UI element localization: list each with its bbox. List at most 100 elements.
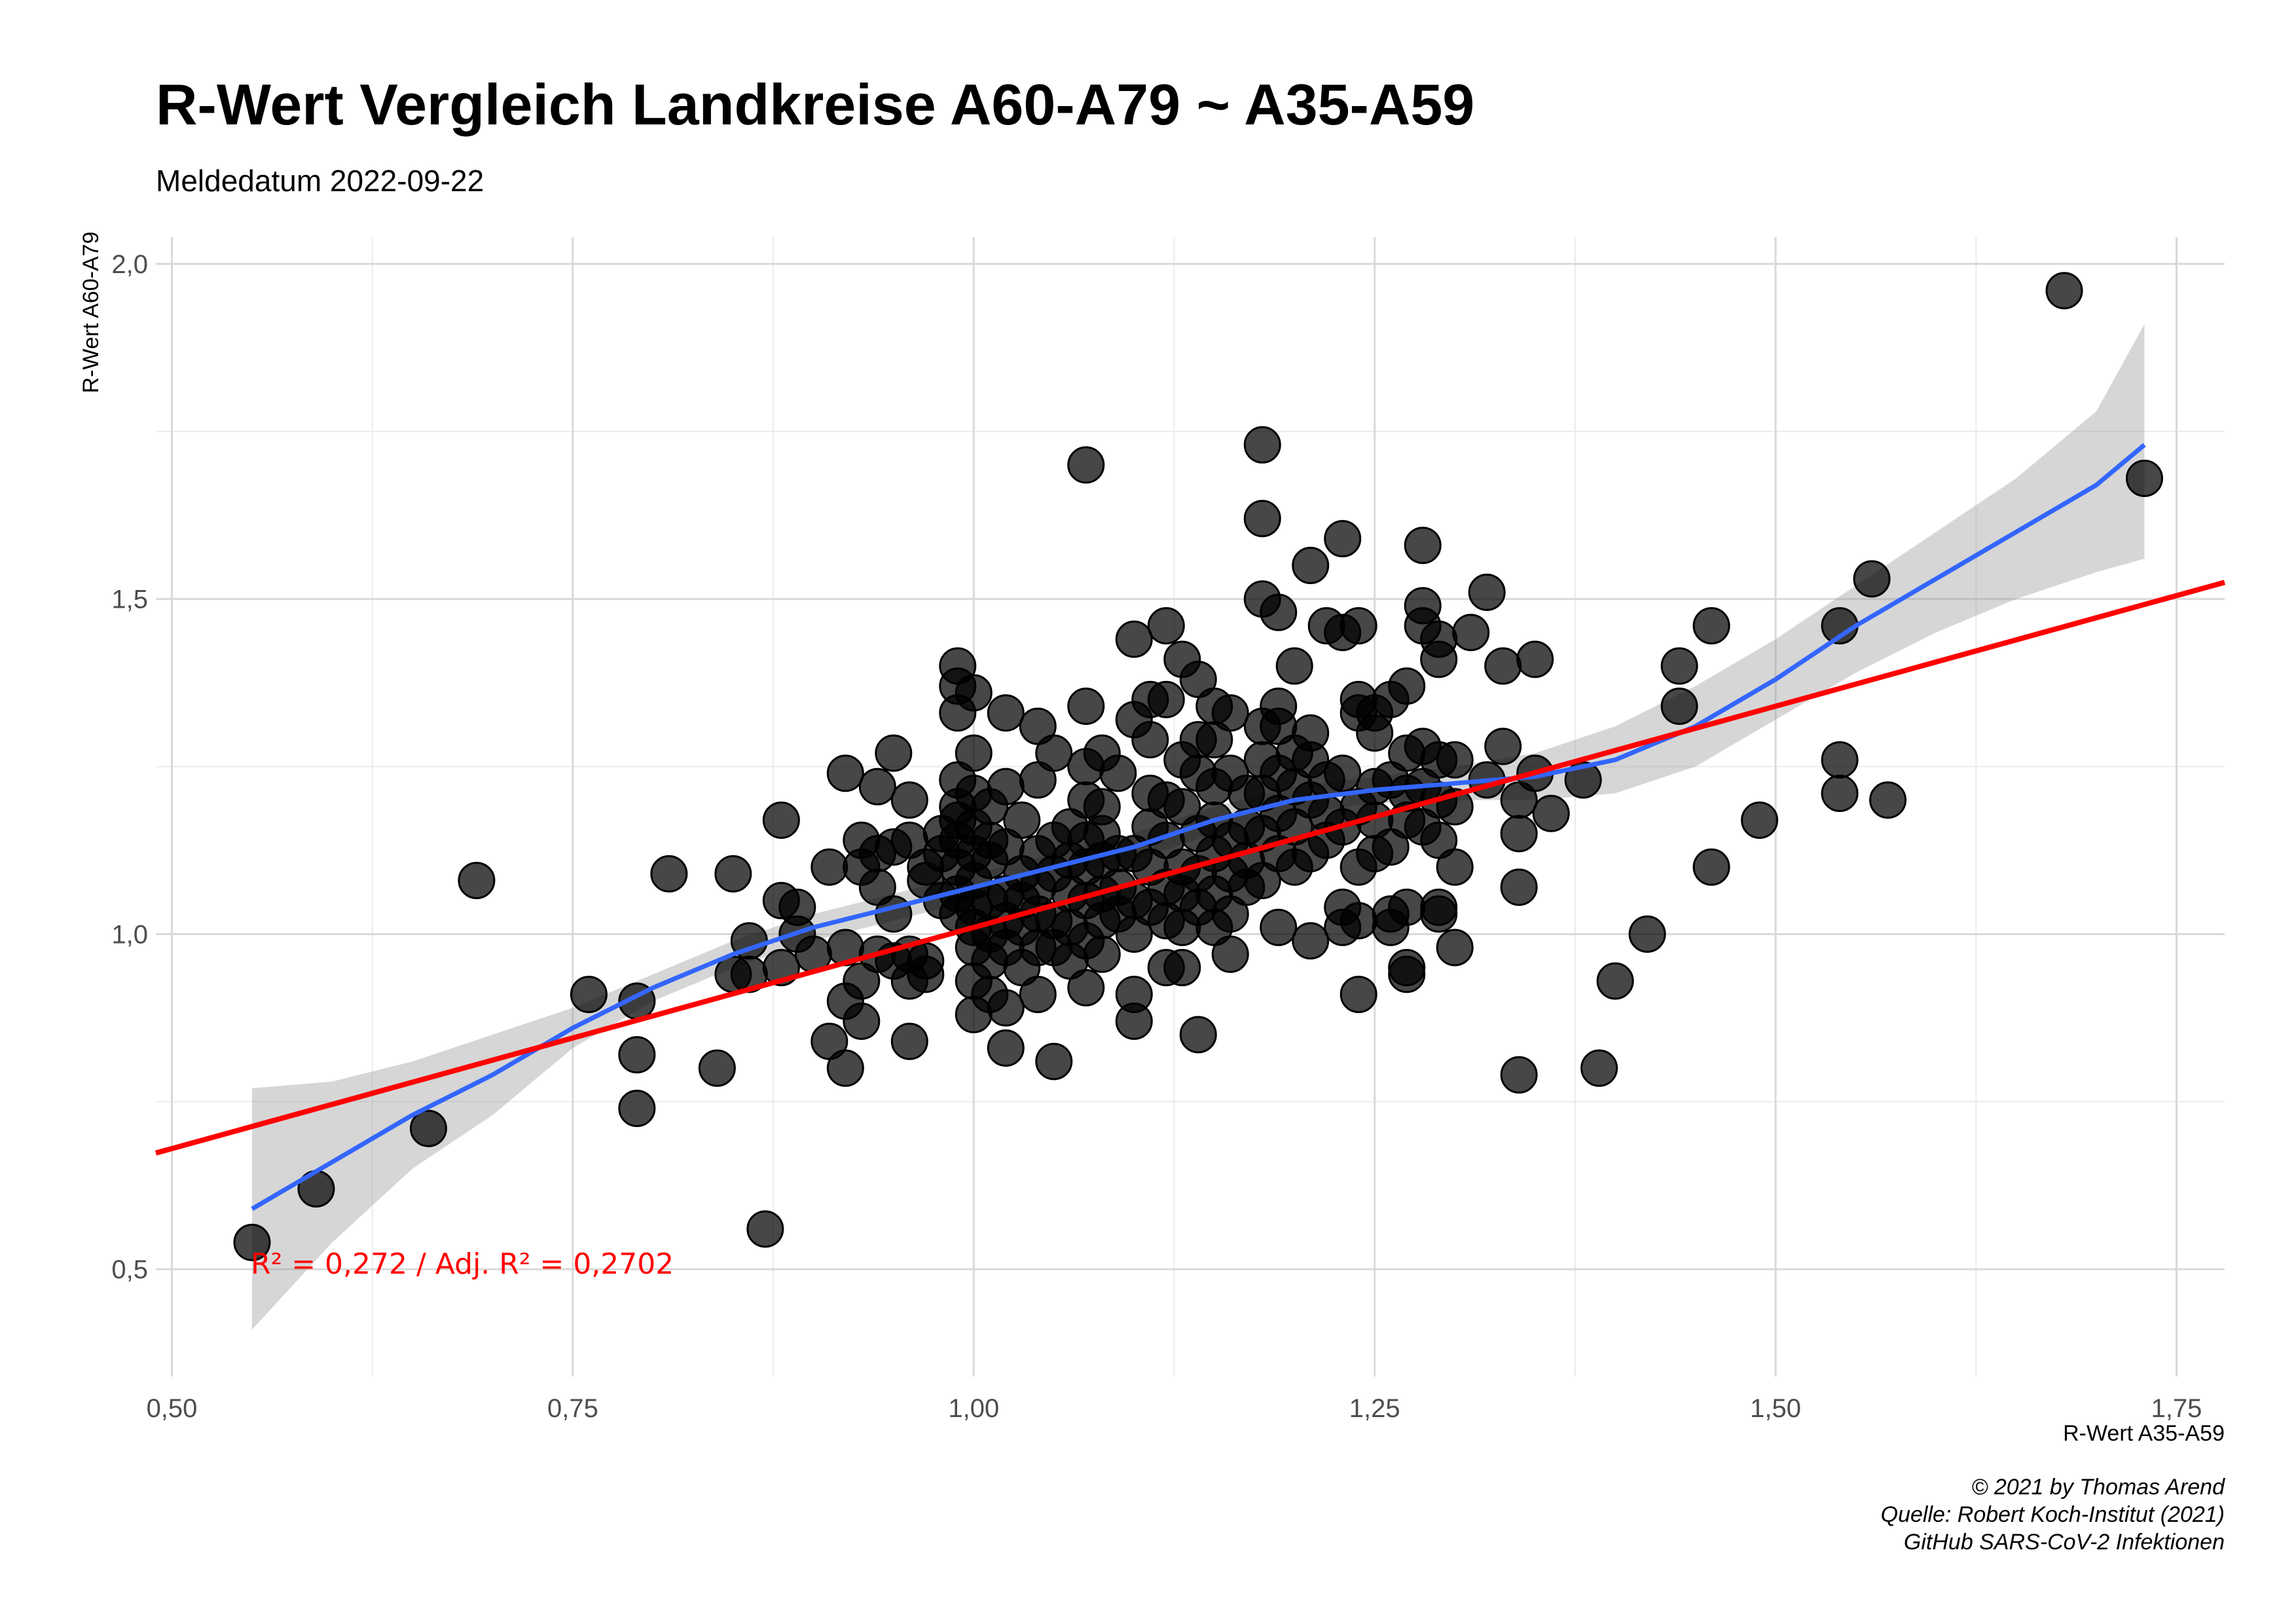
data-point — [1468, 573, 1506, 611]
data-point — [618, 1090, 656, 1128]
data-point — [1339, 902, 1377, 940]
data-point — [1692, 607, 1730, 645]
data-point — [1484, 647, 1522, 685]
r-squared-annotation: R² = 0,272 / Adj. R² = 0,2702 — [251, 1247, 674, 1281]
caption-copyright: © 2021 by Thomas Arend — [1971, 1475, 2225, 1500]
data-point — [1853, 560, 1891, 598]
data-point — [1019, 976, 1057, 1014]
data-point — [890, 781, 928, 819]
data-point — [1596, 962, 1634, 1000]
data-point — [2045, 272, 2083, 310]
data-point — [1436, 848, 1474, 886]
data-point — [1115, 620, 1153, 658]
data-point — [1500, 1056, 1538, 1094]
data-point — [907, 955, 945, 993]
caption-github: GitHub SARS-CoV-2 Infektionen — [1904, 1530, 2225, 1555]
data-point — [1484, 728, 1522, 766]
data-point — [458, 862, 496, 900]
data-point — [1067, 446, 1105, 484]
data-point — [1083, 935, 1121, 973]
data-point — [1275, 647, 1313, 685]
data-point — [762, 801, 800, 839]
data-point — [1147, 680, 1185, 718]
data-point — [1211, 935, 1249, 973]
data-point — [987, 767, 1025, 805]
data-point — [1821, 775, 1859, 813]
data-point — [1692, 848, 1730, 886]
data-point — [1099, 754, 1137, 792]
data-point — [843, 1003, 881, 1041]
data-point — [1741, 801, 1779, 839]
data-point — [698, 1049, 736, 1087]
data-point — [1035, 734, 1073, 772]
data-point — [811, 848, 848, 886]
data-point — [955, 734, 993, 772]
data-point — [1500, 815, 1538, 853]
y-tick-label: 1,0 — [111, 920, 148, 949]
data-point — [1404, 526, 1442, 564]
data-point — [570, 976, 608, 1014]
data-point — [1628, 915, 1666, 953]
data-point — [1067, 969, 1105, 1006]
data-point — [1179, 1016, 1217, 1054]
data-point — [1243, 426, 1281, 464]
data-point — [890, 1022, 928, 1060]
x-tick-label: 0,75 — [547, 1394, 598, 1423]
data-point — [618, 1036, 656, 1074]
data-point — [1436, 929, 1474, 967]
data-point — [409, 1109, 447, 1147]
data-point — [1388, 889, 1426, 927]
data-point — [1115, 1003, 1153, 1041]
data-point — [858, 767, 896, 805]
smooth-line — [251, 443, 2146, 1211]
data-point — [1339, 607, 1377, 645]
data-point — [1356, 714, 1394, 752]
data-point — [1324, 754, 1362, 792]
data-point — [1292, 922, 1330, 960]
data-point — [1131, 721, 1169, 759]
data-point — [650, 855, 688, 893]
chart-title: R-Wert Vergleich Landkreise A60-A79 ~ A3… — [156, 72, 1474, 137]
data-point — [1869, 781, 1907, 819]
y-axis-label: R-Wert A60-A79 — [79, 232, 103, 394]
chart-subtitle: Meldedatum 2022-09-22 — [156, 164, 484, 198]
x-axis-label: R-Wert A35-A59 — [2063, 1421, 2225, 1446]
x-tick-label: 0,50 — [147, 1394, 198, 1423]
x-tick-label: 1,75 — [2151, 1394, 2202, 1423]
data-point — [875, 895, 913, 933]
data-point — [1163, 949, 1201, 987]
data-point — [1532, 794, 1570, 832]
data-point — [1067, 687, 1105, 725]
x-tick-label: 1,25 — [1349, 1394, 1400, 1423]
data-point — [1500, 868, 1538, 906]
data-point — [1260, 908, 1298, 946]
data-point — [1436, 741, 1474, 779]
data-point — [746, 1210, 784, 1248]
data-point — [826, 1049, 864, 1087]
regression-line-layer — [155, 580, 2226, 1156]
y-tick-label: 0,5 — [111, 1255, 148, 1284]
data-point — [714, 855, 752, 893]
data-point — [1292, 547, 1330, 585]
data-point — [1324, 520, 1362, 558]
data-point — [955, 674, 993, 712]
data-point — [1452, 614, 1490, 652]
data-point — [233, 1223, 271, 1261]
data-point — [1260, 593, 1298, 631]
data-point — [1243, 500, 1281, 538]
y-tick-label: 2,0 — [111, 250, 148, 279]
data-point — [1211, 694, 1249, 732]
data-point — [2126, 459, 2164, 497]
data-point — [875, 734, 913, 772]
data-point — [987, 989, 1025, 1027]
data-point — [1821, 741, 1859, 779]
data-point — [1388, 667, 1426, 705]
caption-source: Quelle: Robert Koch-Institut (2021) — [1881, 1502, 2225, 1527]
data-point — [1003, 801, 1041, 839]
data-point — [987, 694, 1025, 732]
data-point — [1660, 687, 1698, 725]
data-point — [1035, 1043, 1073, 1080]
data-point — [1420, 895, 1458, 933]
data-point — [1580, 1049, 1618, 1087]
